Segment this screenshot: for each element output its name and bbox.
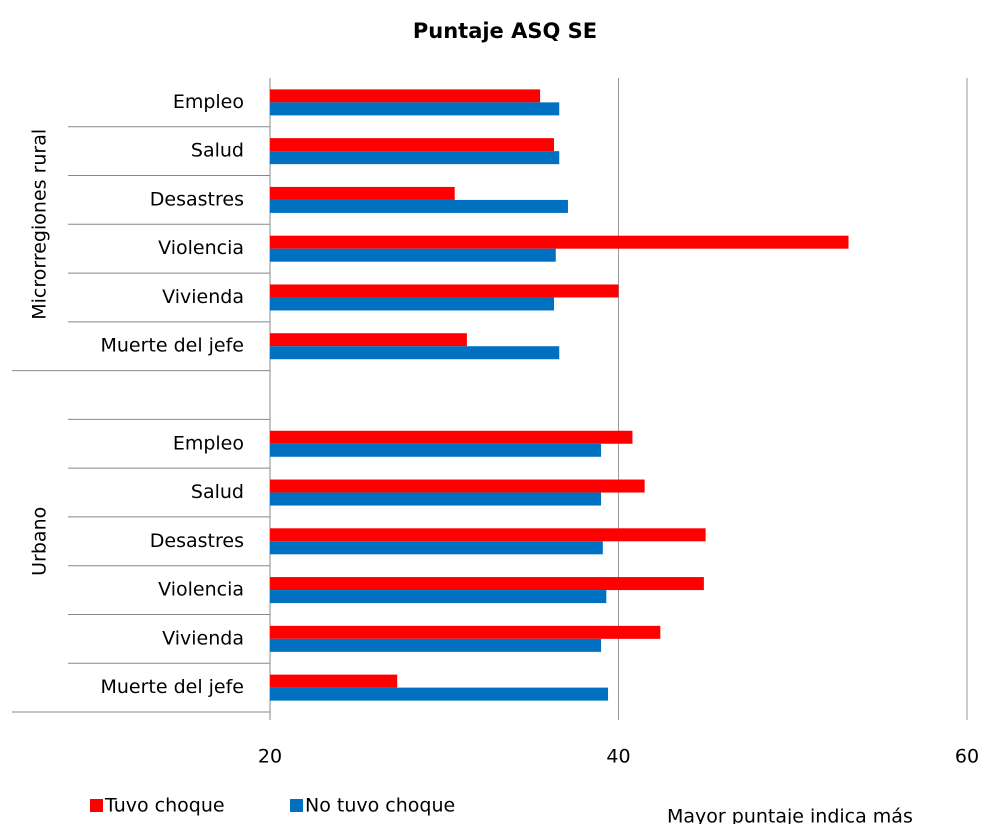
bar [270, 638, 602, 652]
y-tick-label: Empleo [173, 91, 244, 113]
x-tick-label: 60 [955, 746, 979, 768]
group-label: Urbano [29, 507, 51, 576]
y-tick-label: Violencia [158, 237, 244, 259]
y-tick-label: Vivienda [162, 627, 244, 649]
y-tick-label: Empleo [173, 432, 244, 454]
bar [270, 625, 661, 639]
legend-label: No tuvo choque [305, 795, 455, 817]
bar [270, 674, 398, 688]
bar [270, 297, 555, 311]
bar [270, 528, 706, 542]
bar [270, 102, 560, 116]
bar [270, 235, 849, 249]
bar [270, 186, 455, 200]
bar [270, 346, 560, 360]
bar [270, 248, 556, 262]
bar [270, 443, 602, 457]
bar [270, 151, 560, 165]
y-tick-label: Muerte del jefe [100, 335, 244, 357]
bar [270, 492, 602, 506]
x-tick-label: 20 [258, 746, 282, 768]
x-tick-label: 40 [606, 746, 630, 768]
bar [270, 333, 467, 347]
bar [270, 541, 603, 555]
bar [270, 199, 568, 213]
y-tick-label: Vivienda [162, 286, 244, 308]
chart-title: Puntaje ASQ SE [413, 19, 597, 43]
legend-swatch [90, 799, 103, 812]
y-tick-label: Desastres [150, 530, 244, 552]
bar [270, 138, 555, 152]
y-tick-label: Violencia [158, 579, 244, 601]
legend-label: Tuvo choque [104, 795, 225, 817]
group-label: Microrregiones rural [29, 129, 51, 320]
bar [270, 89, 541, 103]
bar [270, 577, 704, 591]
legend-swatch [290, 799, 303, 812]
bar [270, 430, 633, 444]
bar [270, 687, 609, 701]
bar [270, 479, 645, 493]
bar [270, 590, 607, 604]
y-tick-label: Salud [191, 140, 244, 162]
y-tick-label: Desastres [150, 188, 244, 210]
annotation: Mayor puntaje indica más [667, 806, 913, 824]
y-tick-label: Muerte del jefe [100, 676, 244, 698]
y-tick-label: Salud [191, 481, 244, 503]
bar [270, 284, 619, 298]
